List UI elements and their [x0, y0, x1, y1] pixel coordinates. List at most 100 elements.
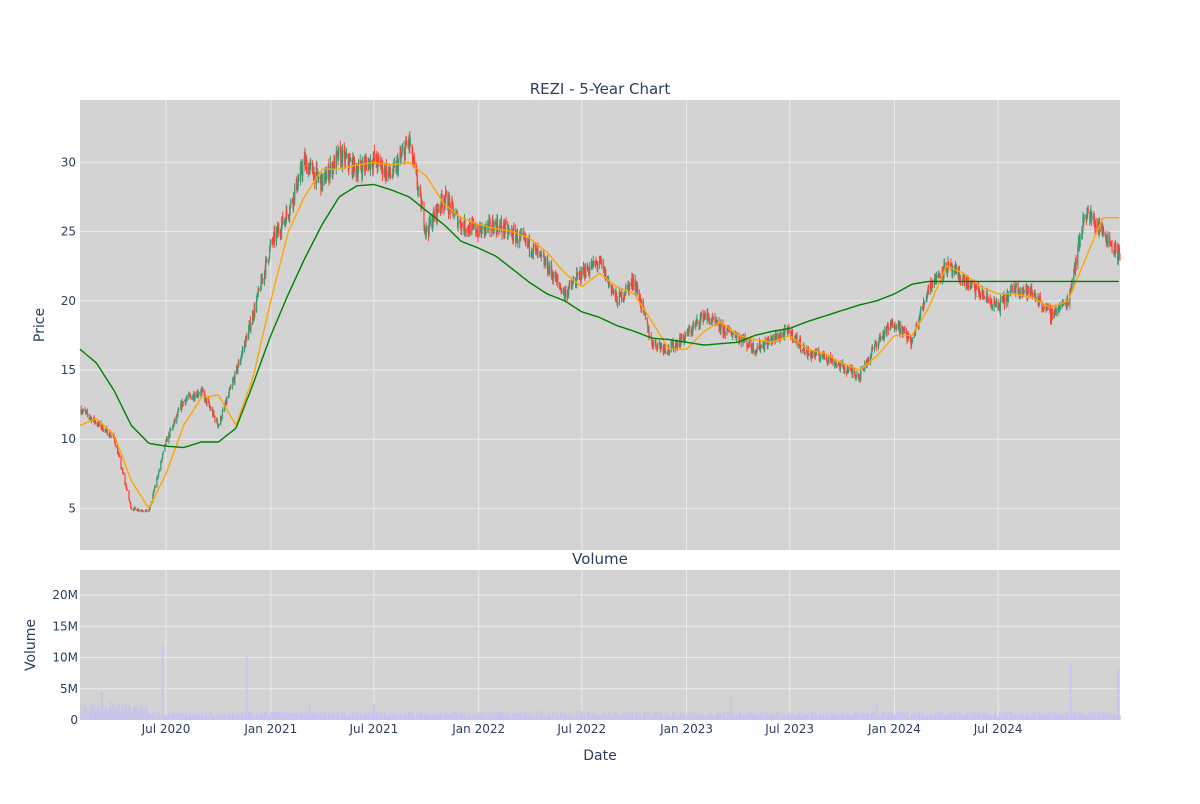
candle-body [928, 288, 930, 290]
volume-bar [1065, 712, 1067, 720]
price-tick-label: 30 [61, 155, 76, 169]
candle-body [1087, 208, 1089, 214]
candle-body [748, 346, 750, 347]
volume-bar [724, 711, 726, 720]
candle-body [889, 323, 892, 330]
candle-body [576, 272, 578, 286]
volume-bar [835, 712, 837, 720]
volume-bar [298, 715, 300, 720]
volume-tick-label: 10M [52, 651, 78, 665]
candle-body [376, 155, 378, 164]
candle-body [706, 313, 708, 320]
candle-body [589, 267, 591, 274]
volume-bar [154, 717, 156, 720]
candle-body [684, 335, 687, 339]
volume-bar [329, 713, 332, 720]
candle-body [1063, 302, 1065, 305]
candle-body [704, 314, 706, 317]
candle-body [98, 422, 100, 425]
volume-bar [146, 707, 148, 720]
volume-bar [684, 715, 687, 720]
candle-body [588, 273, 590, 274]
volume-bar [357, 713, 359, 720]
candle-body [961, 283, 963, 285]
candle-body [636, 286, 639, 293]
volume-bar [477, 713, 479, 720]
candle-body [609, 283, 611, 285]
candle-body [605, 269, 607, 281]
volume-bar [955, 714, 957, 720]
candle-body [831, 357, 833, 360]
candle-body [465, 231, 467, 232]
candle-body [387, 171, 389, 178]
candle-body [943, 263, 945, 275]
candle-body [874, 342, 876, 348]
candle-body [116, 445, 118, 449]
candle-body [601, 262, 603, 264]
candle-body [1095, 224, 1097, 229]
candle-body [1061, 303, 1063, 307]
candle-body [138, 509, 140, 511]
volume-bar [433, 712, 435, 720]
candle-body [644, 311, 646, 315]
candle-body [699, 317, 701, 326]
candle-body [1109, 243, 1111, 245]
candle-body [89, 417, 91, 419]
volume-bar [552, 711, 554, 720]
volume-bar [864, 713, 866, 720]
candle-body [552, 278, 554, 281]
x-axis-label: Date [583, 748, 616, 764]
candle-body [611, 289, 613, 293]
candle-body [979, 292, 982, 296]
candle-body [316, 167, 318, 170]
volume-bar [389, 713, 391, 720]
volume-bar [341, 711, 344, 720]
candle-body [974, 283, 976, 291]
candle-body [248, 324, 250, 329]
volume-bar [469, 716, 471, 720]
volume-bar [545, 717, 547, 720]
candle-body [876, 344, 878, 348]
candle-body [695, 321, 697, 323]
volume-bar [425, 711, 427, 720]
candle-body [827, 360, 829, 362]
candle-body [767, 339, 769, 347]
candle-body [130, 507, 132, 510]
volume-bar [157, 713, 159, 720]
candle-body [932, 281, 934, 284]
candle-body [166, 437, 168, 442]
candle-body [898, 322, 900, 324]
candle-body [869, 355, 872, 362]
volume-bar [748, 713, 750, 720]
candle-body [302, 164, 304, 176]
volume-bar [357, 717, 360, 720]
candle-body [775, 337, 778, 339]
candle-body [507, 223, 509, 235]
candle-body [1003, 294, 1005, 305]
candle-body [432, 211, 434, 224]
candle-body [570, 283, 573, 286]
volume-bar [194, 711, 196, 720]
candle-body [114, 441, 116, 446]
volume-bar [989, 714, 991, 720]
volume-bar [401, 714, 404, 720]
volume-bar [892, 714, 894, 720]
volume-bar [417, 711, 419, 720]
candle-body [268, 257, 270, 261]
volume-bar [190, 716, 192, 720]
volume-bar [708, 714, 711, 720]
date-tick-label: Jul 2024 [973, 722, 1023, 736]
date-tick-label: Jul 2021 [348, 722, 398, 736]
candle-body [263, 270, 266, 281]
candle-body [898, 323, 901, 333]
candle-body [247, 328, 250, 340]
candle-body [208, 399, 210, 403]
volume-bar [445, 711, 447, 720]
volume-bar [174, 713, 176, 720]
candle-body [401, 152, 403, 156]
candle-body [479, 223, 481, 232]
candle-body [460, 223, 463, 231]
candle-body [288, 216, 290, 218]
volume-bar [955, 717, 958, 720]
volume-bar [198, 714, 200, 720]
